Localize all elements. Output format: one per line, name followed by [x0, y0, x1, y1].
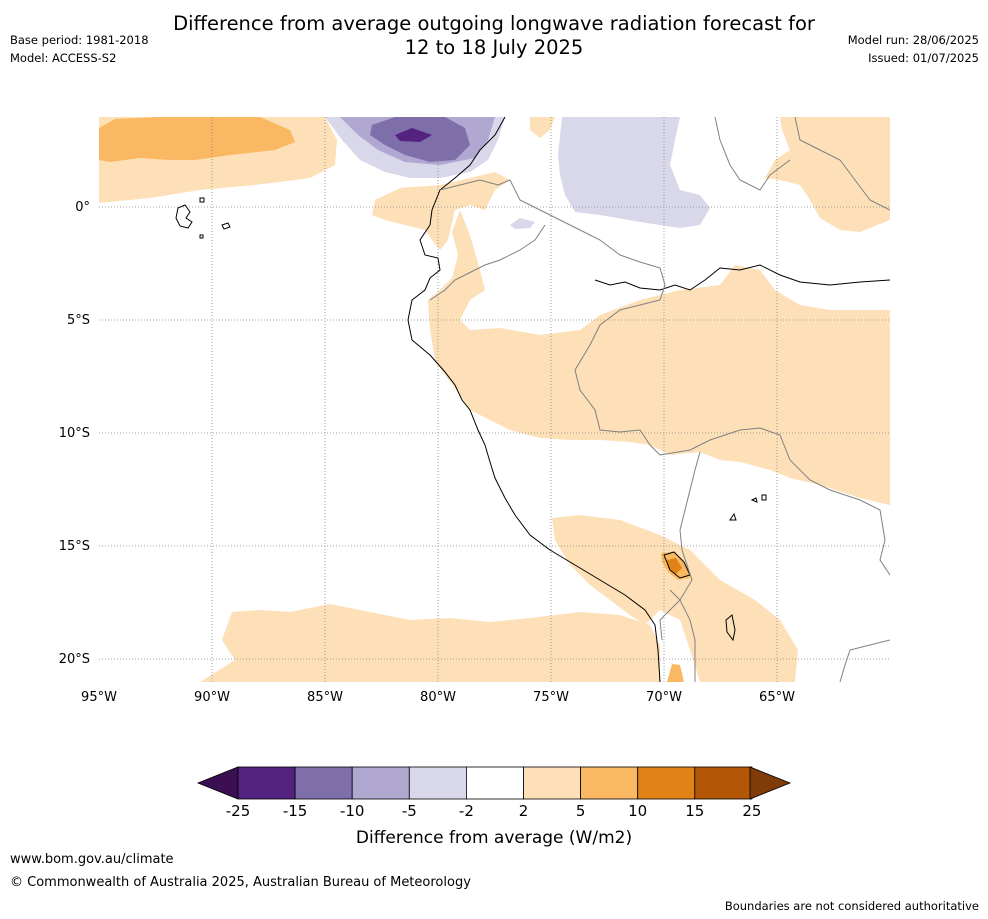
contour-2-5-ecuador-coast [372, 172, 510, 250]
lat-label-5s: 5°S [67, 313, 90, 328]
contour-2-5-southeast-pacific [200, 604, 660, 682]
contour-2-5-north-small [530, 117, 555, 138]
lon-label-80w: 80°W [420, 690, 456, 705]
colorbar-tick-label: -5 [402, 802, 417, 820]
lon-label-65w: 65°W [759, 690, 795, 705]
model-name: Model: ACCESS-S2 [10, 51, 117, 65]
contour-5-10-northwest [99, 117, 295, 162]
colorbar-arrow-left [196, 766, 239, 800]
colorbar: -25 -15 -10 -5 -2 2 5 10 15 25 Difference from av… [196, 766, 792, 848]
colorbar-segment [523, 766, 581, 800]
lat-label-20s: 20°S [59, 652, 90, 667]
colorbar-tick-labels: -25 -15 -10 -5 -2 2 5 10 15 25 [226, 802, 762, 820]
anomaly-contours [99, 117, 890, 682]
colorbar-label: Difference from average (W/m2) [356, 828, 632, 848]
lon-label-95w: 95°W [81, 690, 117, 705]
graticule [99, 117, 890, 682]
lon-label-85w: 85°W [307, 690, 343, 705]
meta-left: Base period: 1981-2018 Model: ACCESS-S2 [10, 31, 149, 67]
colorbar-tick-label: -2 [459, 802, 474, 820]
copyright: © Commonwealth of Australia 2025, Austra… [10, 875, 471, 890]
contour-2-5-peru-amazon [428, 210, 890, 505]
colorbar-segment [294, 766, 353, 800]
model-run: Model run: 28/06/2025 [847, 33, 979, 47]
colorbar-tick-label: 25 [742, 802, 761, 820]
contour-2-5-south-small [667, 664, 684, 682]
contour-2-5-northeast [765, 117, 890, 232]
contour-neg-15-25-north [395, 128, 432, 142]
contour-neg-2-5-small [510, 218, 535, 229]
lon-labels: 95°W 90°W 85°W 80°W 75°W 70°W 65°W [81, 690, 795, 705]
issued-date: Issued: 01/07/2025 [868, 51, 979, 65]
colorbar-segment [351, 766, 410, 800]
country-borders [429, 117, 890, 682]
colorbar-tick-label: 5 [576, 802, 586, 820]
colorbar-segment [408, 766, 467, 800]
lat-label-0: 0° [75, 200, 90, 215]
colorbar-tick-label: -15 [283, 802, 308, 820]
title-line-1: Difference from average outgoing longwav… [173, 12, 815, 35]
meta-right: Model run: 28/06/2025 Issued: 01/07/2025 [848, 31, 979, 67]
colorbar-segment [694, 766, 753, 800]
disclaimer: Boundaries are not considered authoritat… [724, 899, 979, 913]
colorbar-tick-label: -25 [226, 802, 251, 820]
lon-label-90w: 90°W [194, 690, 230, 705]
colorbar-segment [465, 766, 524, 800]
colorbar-arrow-right [749, 766, 792, 800]
colorbar-tick-label: 15 [685, 802, 704, 820]
chart-title: Difference from average outgoing longwav… [0, 12, 988, 60]
colorbar-tick-label: 2 [519, 802, 529, 820]
lon-label-75w: 75°W [533, 690, 569, 705]
website-link[interactable]: www.bom.gov.au/climate [10, 852, 174, 867]
lat-label-15s: 15°S [59, 539, 90, 554]
colorbar-tick-label: 10 [628, 802, 647, 820]
lat-labels: 0° 5°S 10°S 15°S 20°S [59, 200, 90, 667]
lon-label-70w: 70°W [646, 690, 682, 705]
colorbar-tick-label: -10 [340, 802, 365, 820]
title-line-2: 12 to 18 July 2025 [404, 36, 584, 59]
colorbar-segment [637, 766, 696, 800]
contour-neg-2-5-amazon [558, 117, 710, 228]
colorbar-segment [237, 766, 296, 800]
colorbar-segment [580, 766, 639, 800]
colorbar-segments [237, 766, 753, 800]
contour-2-5-altiplano [552, 515, 798, 682]
base-period: Base period: 1981-2018 [10, 33, 149, 47]
lat-label-10s: 10°S [59, 426, 90, 441]
